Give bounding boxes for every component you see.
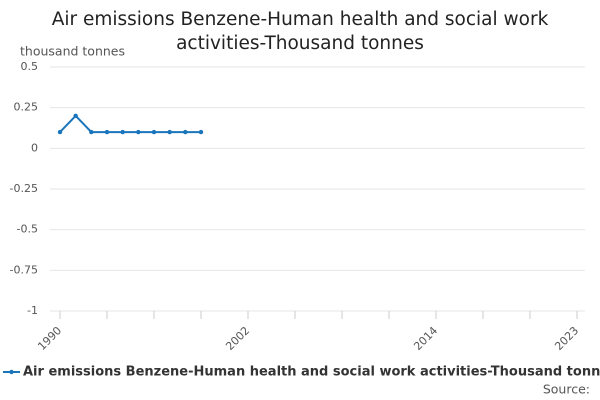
x-tick-label: 2014 <box>411 324 440 353</box>
x-tick-label: 2023 <box>552 324 581 353</box>
data-point <box>120 129 125 135</box>
x-tick-label: 1990 <box>35 324 64 353</box>
data-point <box>183 129 188 135</box>
data-point <box>73 113 78 119</box>
data-point <box>89 129 94 135</box>
y-tick-label: -0.5 <box>17 223 38 236</box>
y-tick-label: -0.25 <box>10 182 38 195</box>
source: Source: <box>543 382 590 397</box>
data-line <box>59 114 201 134</box>
y-tick-label: 0.5 <box>21 60 39 73</box>
data-point <box>57 129 63 135</box>
legend-label: Air emissions Benzene-Human health and s… <box>23 365 600 380</box>
chart-title: Air emissions Benzene-Human health and s… <box>51 9 549 54</box>
y-tick-label: -0.75 <box>10 263 38 276</box>
x-tick-label: 2002 <box>223 324 252 353</box>
data-point <box>167 129 172 135</box>
data-point <box>198 129 204 135</box>
y-tick-label: -1 <box>27 304 38 317</box>
data-point <box>104 129 110 135</box>
y-tick-label: 0.25 <box>14 101 39 114</box>
y-tick-label: 0 <box>31 141 38 154</box>
y-axis-label: thousand tonnes <box>20 44 125 59</box>
data-point <box>151 129 157 135</box>
legend-marker <box>9 369 14 375</box>
data-point <box>136 129 141 135</box>
